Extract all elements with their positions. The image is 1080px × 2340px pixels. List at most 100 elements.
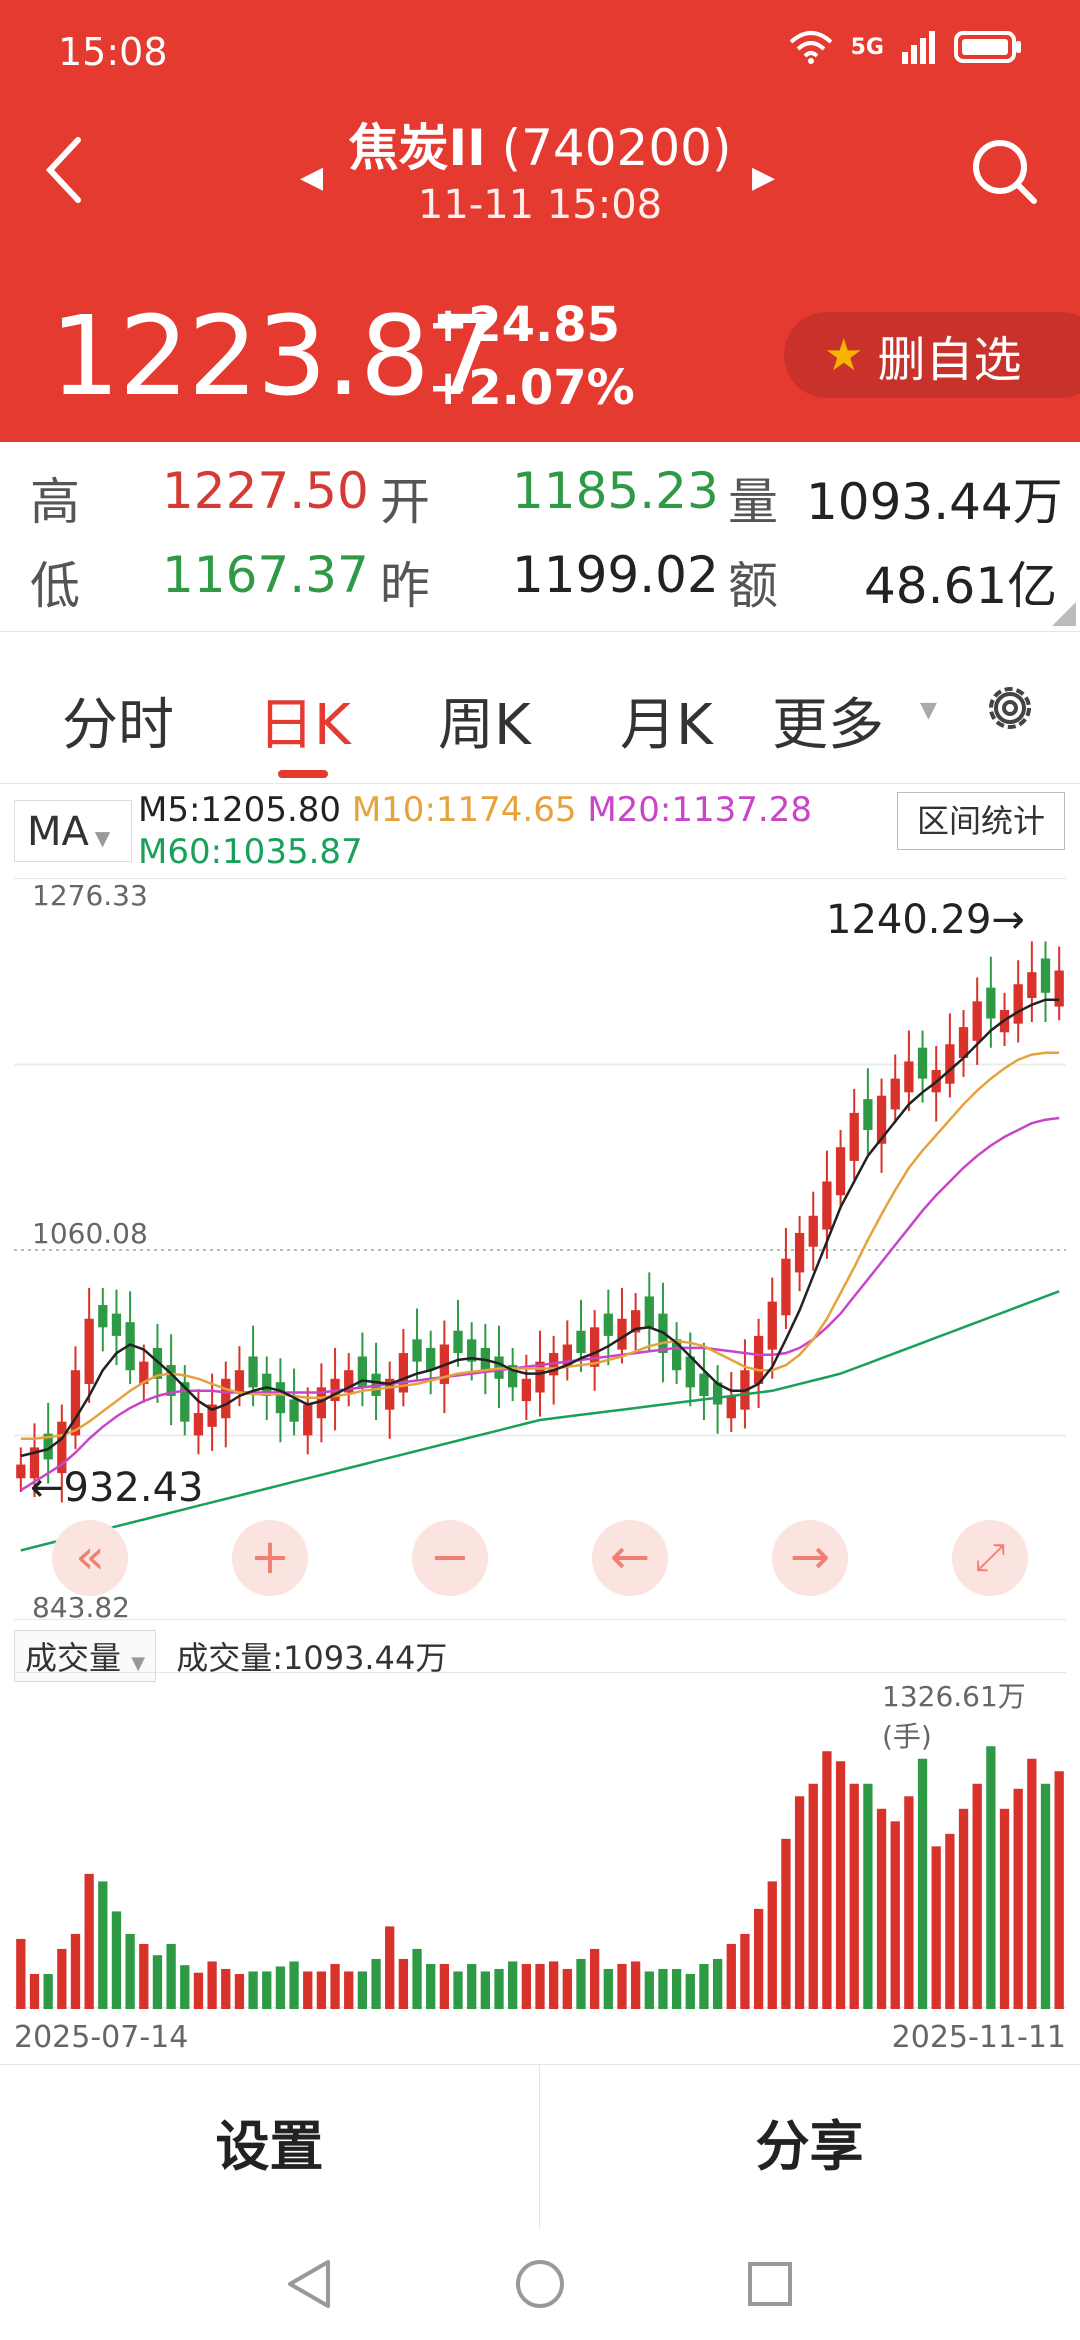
candle-body — [876, 1095, 887, 1144]
search-icon[interactable] — [968, 135, 1040, 207]
volume-bar — [986, 1746, 996, 2009]
candle-body — [603, 1313, 613, 1336]
zoom-in-icon[interactable]: + — [232, 1520, 308, 1596]
candle-body — [248, 1356, 258, 1388]
nav-back-icon[interactable] — [284, 2258, 334, 2310]
volume-bar — [330, 1963, 340, 2009]
candle-body — [822, 1181, 832, 1230]
volume-svg — [16, 1746, 1064, 2009]
volume-bar — [590, 1948, 600, 2009]
network-label: 5G — [850, 34, 884, 60]
low-label: 低 — [30, 557, 80, 615]
volume-bar — [412, 1948, 422, 2009]
volume-bar — [726, 1943, 736, 2009]
candle-body — [385, 1378, 395, 1410]
volume-bar — [439, 1963, 450, 2009]
candle-body — [275, 1382, 286, 1414]
amount-label: 额 — [728, 557, 778, 615]
range-stats-button[interactable]: 区间统计 — [897, 792, 1065, 850]
volume-bar — [125, 1933, 135, 2009]
tab-monthly-k[interactable]: 月K — [620, 693, 713, 758]
volume-bar — [931, 1846, 941, 2009]
volume-bar — [808, 1783, 818, 2009]
indicator-selector[interactable]: MA ▼ — [14, 800, 132, 862]
candle-body — [917, 1047, 928, 1079]
candle-body — [849, 1112, 859, 1161]
gear-icon[interactable] — [982, 680, 1038, 736]
volume-bar — [303, 1971, 313, 2009]
amount-value: 48.61亿 — [864, 557, 1058, 615]
zoom-out-icon[interactable]: − — [412, 1520, 488, 1596]
tab-weekly-k[interactable]: 周K — [438, 693, 531, 758]
next-instrument-icon[interactable]: ▶ — [752, 160, 776, 195]
candle-body — [671, 1339, 682, 1371]
candle-body — [357, 1356, 368, 1388]
rewind-icon[interactable]: « — [52, 1520, 128, 1596]
instrument-name: 焦炭II — [348, 119, 486, 177]
back-arrow-icon[interactable] — [40, 130, 90, 210]
tab-daily-k[interactable]: 日K — [258, 693, 351, 758]
candle-body — [972, 1001, 982, 1041]
arrow-left-icon[interactable]: ← — [592, 1520, 668, 1596]
ma5-line — [20, 998, 1060, 1458]
kline-chart[interactable]: 1276.33 1060.08 843.82 1240.29→ ←932.43 — [14, 878, 1066, 1624]
nav-recents-icon[interactable] — [746, 2260, 794, 2308]
candle-body — [521, 1378, 531, 1402]
candle-body — [508, 1365, 518, 1388]
low-value: 1167.37 — [162, 546, 369, 604]
candle-body — [111, 1313, 122, 1336]
candle-body — [617, 1318, 627, 1350]
prev-instrument-icon[interactable]: ◀ — [300, 160, 324, 195]
more-dropdown-icon[interactable]: ▼ — [920, 698, 937, 723]
volume-bar — [152, 1955, 163, 2009]
prev-close-value: 1199.02 — [512, 546, 719, 604]
volume-bar — [740, 1933, 750, 2009]
remove-watchlist-button[interactable]: ★ 删自选 — [784, 312, 1080, 398]
ma-values-row1: M5:1205.80 M10:1174.65 M20:1137.28 — [138, 790, 812, 830]
volume-value: 1093.44万 — [806, 473, 1063, 531]
candle-body — [98, 1305, 108, 1328]
volume-bar — [494, 1968, 504, 2009]
high-label: 高 — [30, 473, 80, 531]
volume-bar — [876, 1808, 887, 2009]
candle-body — [535, 1361, 545, 1393]
arrow-right-icon[interactable]: → — [772, 1520, 848, 1596]
settings-button[interactable]: 设置 — [215, 2115, 324, 2178]
nav-home-icon[interactable] — [514, 2258, 566, 2310]
volume-bar — [644, 1971, 654, 2009]
candle-body — [398, 1353, 409, 1393]
volume-bar — [1013, 1788, 1023, 2009]
candle-body — [1054, 970, 1064, 1007]
tab-intraday[interactable]: 分时 — [62, 693, 174, 758]
volume-selector[interactable]: 成交量 ▼ — [14, 1630, 157, 1682]
volume-bar — [111, 1911, 122, 2009]
tab-more[interactable]: 更多 — [772, 693, 884, 758]
volume-bar — [275, 1966, 286, 2009]
y-axis-min: 843.82 — [32, 1591, 130, 1624]
volume-bar — [84, 1873, 94, 2009]
candle-body — [16, 1464, 26, 1479]
volume-bar — [57, 1948, 67, 2009]
volume-bar — [945, 1833, 955, 2009]
volume-bar — [398, 1958, 409, 2009]
candle-body — [781, 1258, 791, 1316]
kline-svg — [14, 941, 1066, 1552]
candle-body — [139, 1361, 149, 1384]
volume-chart[interactable]: 1326.61万(手) — [14, 1672, 1066, 2009]
candle-body — [630, 1310, 641, 1333]
fullscreen-icon[interactable]: ⤢ — [952, 1520, 1028, 1596]
status-time: 15:08 — [58, 30, 168, 74]
expand-corner-icon[interactable] — [1052, 602, 1076, 626]
volume-bar — [972, 1783, 982, 2009]
period-tabs: 分时 日K 周K 月K 更多 ▼ — [0, 640, 1080, 784]
candle-body — [863, 1099, 873, 1131]
candle-body — [986, 987, 996, 1019]
share-button[interactable]: 分享 — [755, 2115, 864, 2178]
volume-bar — [453, 1971, 463, 2009]
volume-bar — [29, 1973, 40, 2009]
y-axis-max: 1276.33 — [32, 879, 148, 912]
header-bar: 15:08 5G 焦炭II (740200) ◀ ▶ 11-11 15:08 1… — [0, 0, 1080, 442]
bottom-action-bar: 设置 分享 — [0, 2064, 1080, 2229]
volume-bar — [1040, 1783, 1051, 2009]
ma20-line — [20, 1116, 1060, 1492]
